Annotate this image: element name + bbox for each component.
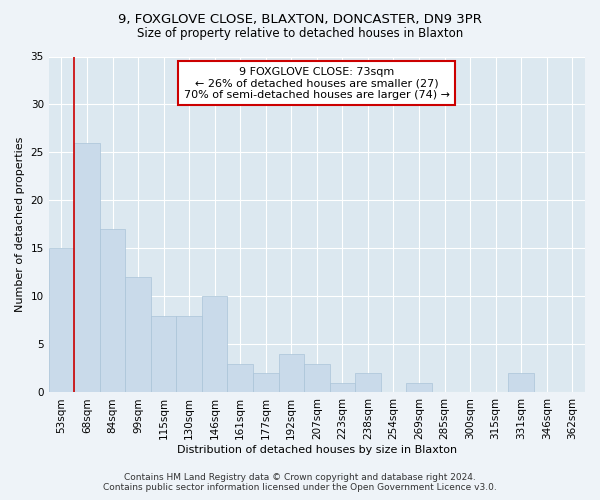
X-axis label: Distribution of detached houses by size in Blaxton: Distribution of detached houses by size … bbox=[177, 445, 457, 455]
Bar bbox=[49, 248, 74, 392]
Bar bbox=[74, 143, 100, 392]
Bar bbox=[227, 364, 253, 392]
Bar bbox=[329, 383, 355, 392]
Text: Size of property relative to detached houses in Blaxton: Size of property relative to detached ho… bbox=[137, 28, 463, 40]
Bar bbox=[176, 316, 202, 392]
Bar bbox=[278, 354, 304, 393]
Text: Contains HM Land Registry data © Crown copyright and database right 2024.
Contai: Contains HM Land Registry data © Crown c… bbox=[103, 473, 497, 492]
Bar bbox=[125, 278, 151, 392]
Bar bbox=[304, 364, 329, 392]
Bar bbox=[253, 374, 278, 392]
Y-axis label: Number of detached properties: Number of detached properties bbox=[15, 137, 25, 312]
Text: 9, FOXGLOVE CLOSE, BLAXTON, DONCASTER, DN9 3PR: 9, FOXGLOVE CLOSE, BLAXTON, DONCASTER, D… bbox=[118, 12, 482, 26]
Bar bbox=[100, 230, 125, 392]
Text: 9 FOXGLOVE CLOSE: 73sqm
← 26% of detached houses are smaller (27)
70% of semi-de: 9 FOXGLOVE CLOSE: 73sqm ← 26% of detache… bbox=[184, 66, 450, 100]
Bar bbox=[355, 374, 380, 392]
Bar bbox=[151, 316, 176, 392]
Bar bbox=[202, 296, 227, 392]
Bar bbox=[406, 383, 432, 392]
Bar bbox=[508, 374, 534, 392]
